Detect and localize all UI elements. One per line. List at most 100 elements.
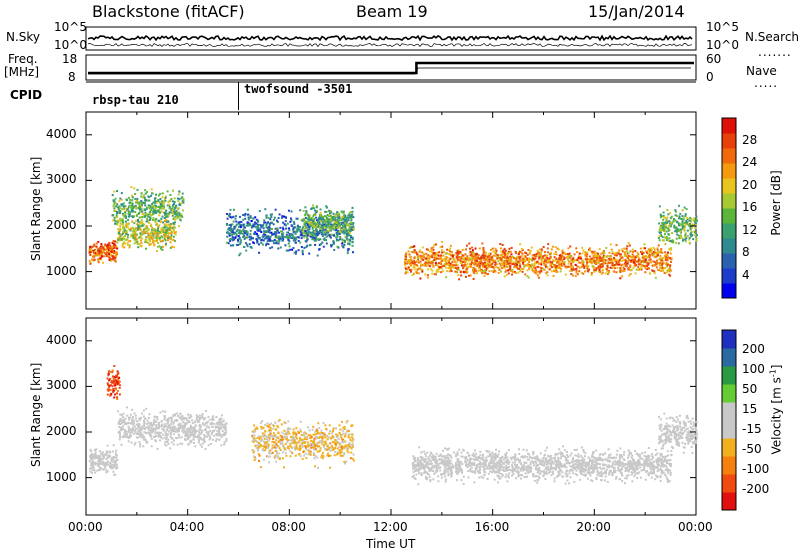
echo-cell <box>154 201 157 204</box>
echo-cell <box>484 272 487 274</box>
echo-cell <box>140 436 143 439</box>
echo-cell <box>120 418 123 421</box>
echo-cell <box>265 242 268 245</box>
echo-cell <box>306 234 309 237</box>
echo-cell <box>477 255 480 258</box>
echo-cell <box>509 266 512 269</box>
echo-cell <box>130 429 133 432</box>
echo-cell <box>634 250 637 252</box>
echo-cell <box>583 251 586 254</box>
echo-cell <box>115 374 117 377</box>
echo-cell <box>91 460 94 463</box>
echo-cell <box>428 259 431 262</box>
echo-cell <box>293 237 296 240</box>
echo-cell <box>468 242 471 245</box>
echo-cell <box>144 238 147 241</box>
echo-cell <box>448 249 451 251</box>
echo-cell <box>507 258 510 261</box>
echo-cell <box>550 248 553 251</box>
echo-cell <box>659 270 662 272</box>
echo-cell <box>191 422 194 425</box>
echo-cell <box>647 267 650 270</box>
echo-cell <box>128 418 131 421</box>
echo-cell <box>435 271 438 273</box>
echo-cell <box>114 382 117 385</box>
echo-cell <box>198 414 201 417</box>
echo-cell <box>345 216 348 219</box>
echo-cell <box>126 241 129 244</box>
echo-cell <box>172 239 175 241</box>
echo-cell <box>125 226 128 229</box>
echo-cell <box>661 222 664 225</box>
echo-cell <box>688 225 691 228</box>
echo-cell <box>446 256 449 259</box>
echo-cell <box>152 421 155 424</box>
echo-cell <box>163 237 166 240</box>
echo-cell <box>508 257 511 260</box>
echo-cell <box>652 260 655 263</box>
echo-cell <box>127 425 130 428</box>
echo-cell <box>109 462 112 465</box>
echo-cell <box>342 230 345 232</box>
echo-cell <box>686 235 689 237</box>
echo-cell <box>647 262 650 265</box>
echo-cell <box>486 263 488 266</box>
echo-cell <box>284 244 287 247</box>
echo-cell <box>660 257 663 260</box>
echo-cell <box>214 425 217 428</box>
echo-cell <box>437 267 440 270</box>
echo-cell <box>166 429 169 432</box>
echo-cell <box>159 220 162 223</box>
echo-cell <box>156 237 159 240</box>
echo-cell <box>270 213 273 216</box>
echo-cell <box>215 434 218 437</box>
echo-cell <box>102 461 105 464</box>
echo-cell <box>153 427 156 430</box>
echo-cell <box>639 247 642 250</box>
echo-cell <box>346 224 349 227</box>
echo-cell <box>448 250 451 253</box>
echo-cell <box>164 244 167 247</box>
echo-cell <box>548 258 551 261</box>
echo-cell <box>216 430 219 432</box>
echo-cell <box>457 268 460 271</box>
echo-cell <box>684 213 687 216</box>
echo-cell <box>191 430 194 433</box>
echo-cell <box>437 270 440 273</box>
echo-cell <box>327 222 330 225</box>
echo-cell <box>438 251 441 254</box>
echo-cell <box>646 256 649 259</box>
echo-cell <box>121 245 124 248</box>
echo-cell <box>96 469 99 472</box>
echo-cell <box>659 226 662 228</box>
echo-cell <box>97 456 100 459</box>
echo-cell <box>344 231 347 234</box>
echo-cell <box>258 210 261 213</box>
echo-cell <box>132 416 134 419</box>
echo-cell <box>135 227 138 230</box>
echo-cell <box>554 246 557 248</box>
echo-cell <box>163 227 166 230</box>
echo-cell <box>170 418 173 421</box>
echo-cell <box>142 427 145 430</box>
echo-cell <box>132 207 135 210</box>
echo-cell <box>161 230 164 233</box>
echo-cell <box>329 225 332 228</box>
echo-cell <box>523 265 526 268</box>
echo-cell <box>413 251 416 254</box>
echo-cell <box>451 260 454 263</box>
echo-cell <box>492 266 495 269</box>
echo-cell <box>290 224 293 227</box>
echo-cell <box>538 251 541 254</box>
echo-cell <box>466 255 469 258</box>
echo-cell <box>116 247 119 250</box>
echo-cell <box>653 248 656 251</box>
echo-cell <box>115 245 118 248</box>
echo-cell <box>344 228 347 230</box>
echo-cell <box>221 430 224 432</box>
echo-cell <box>346 234 349 237</box>
echo-cell <box>666 227 669 230</box>
echo-cell <box>606 259 609 262</box>
echo-cell <box>473 272 476 275</box>
echo-cell <box>663 272 666 275</box>
